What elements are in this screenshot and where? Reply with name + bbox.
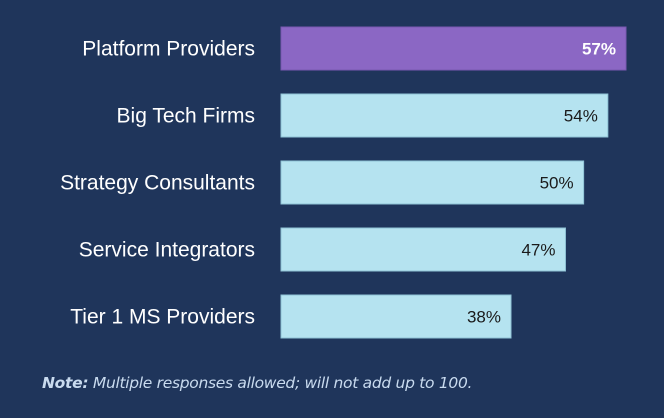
category-label: Strategy Consultants [60, 172, 255, 195]
category-label: Service Integrators [79, 239, 255, 262]
note-text: Multiple responses allowed; will not add… [88, 374, 473, 392]
data-label: 50% [540, 174, 574, 193]
data-label: 54% [564, 107, 598, 126]
chart-note: Note: Multiple responses allowed; will n… [42, 374, 472, 392]
bar-4 [280, 294, 512, 339]
category-label: Tier 1 MS Providers [70, 306, 255, 329]
bar-2 [280, 160, 585, 205]
category-label: Big Tech Firms [117, 105, 255, 128]
category-label: Platform Providers [82, 38, 255, 61]
note-label: Note: [42, 374, 89, 392]
data-label: 57% [582, 40, 616, 59]
bar-3 [280, 227, 566, 272]
bar-1 [280, 93, 609, 138]
data-label: 38% [467, 308, 501, 327]
bar-0 [280, 26, 627, 71]
data-label: 47% [521, 241, 555, 260]
